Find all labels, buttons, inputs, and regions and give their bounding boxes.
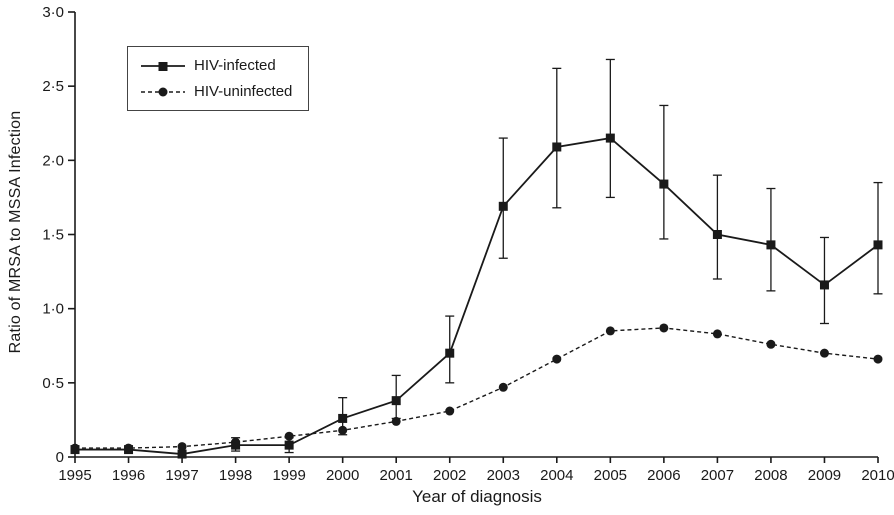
- y-tick-label: 2·5: [42, 78, 64, 95]
- series-line-HIV-infected: [75, 137, 879, 455]
- series-markers-HIV-uninfected: [70, 323, 883, 453]
- x-tick-label: 2003: [487, 467, 520, 484]
- y-tick-label: 3·0: [42, 4, 64, 21]
- x-tick-label: 2002: [433, 467, 466, 484]
- y-axis-title: Ratio of MRSA to MSSA Infection: [7, 110, 24, 354]
- y-tick-label: 2·0: [42, 152, 64, 169]
- legend-item-hiv-infected: HIV-infected: [140, 57, 292, 74]
- series-markers-HIV-infected: [70, 133, 883, 459]
- legend-label-hiv-uninfected: HIV-uninfected: [194, 83, 293, 100]
- x-tick-label: 2006: [647, 467, 680, 484]
- y-tick-label: 1·5: [42, 227, 64, 244]
- x-tick-label: 2009: [808, 467, 841, 484]
- x-tick-label: 1999: [272, 467, 305, 484]
- x-tick-label: 1998: [219, 467, 252, 484]
- x-tick-label: 1995: [58, 467, 91, 484]
- legend-label-hiv-infected: HIV-infected: [194, 57, 276, 74]
- x-tick-label: 2008: [754, 467, 787, 484]
- legend-swatch-circle-dashed-icon: [141, 87, 185, 96]
- x-tick-label: 1997: [165, 467, 198, 484]
- series-line-HIV-uninfected: [75, 327, 879, 449]
- x-tick-label: 1996: [112, 467, 145, 484]
- x-tick-label: 2005: [594, 467, 627, 484]
- x-tick-label: 2004: [540, 467, 573, 484]
- y-tick-label: 1·0: [42, 301, 64, 318]
- y-tick-label: 0·5: [42, 375, 64, 392]
- x-tick-label: 2010: [861, 467, 894, 484]
- x-axis-title: Year of diagnosis: [412, 487, 542, 506]
- x-tick-label: 2007: [701, 467, 734, 484]
- x-tick-label: 2001: [380, 467, 413, 484]
- x-axis-ticks: 1995 1996 1997 1998 1999 2000 2001 2002 2003 2004…: [58, 457, 894, 484]
- y-axis-ticks: 0 0·5 1·0 1·5 2·0 2·5 3·0: [42, 4, 75, 466]
- legend-swatch-square-solid-icon: [141, 61, 185, 71]
- x-tick-label: 2000: [326, 467, 359, 484]
- y-tick-label: 0: [56, 449, 64, 466]
- legend-item-hiv-uninfected: HIV-uninfected: [140, 83, 292, 100]
- legend: HIV-infected HIV-uninfected: [127, 46, 310, 111]
